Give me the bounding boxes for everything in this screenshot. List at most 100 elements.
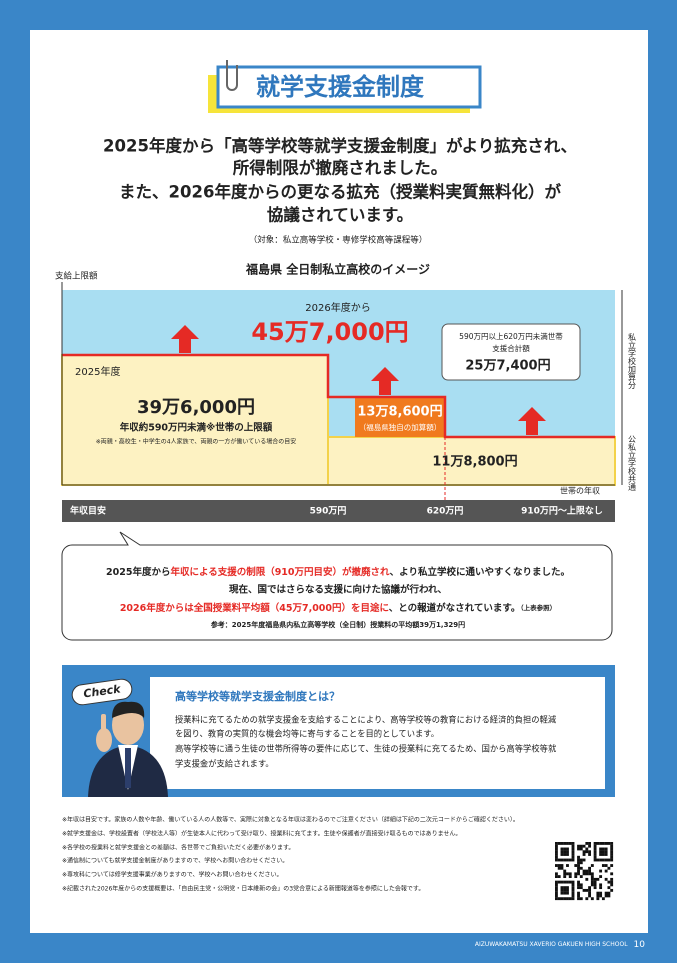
qr-cell bbox=[588, 872, 592, 876]
clip-icon bbox=[226, 60, 238, 91]
qr-cell bbox=[593, 853, 597, 856]
qr-cell bbox=[599, 894, 603, 898]
qr-cell bbox=[610, 877, 614, 881]
qr-cell bbox=[563, 858, 567, 862]
income-label: 910万円～上限なし bbox=[521, 505, 603, 517]
qr-cell bbox=[566, 872, 569, 876]
qr-cell bbox=[585, 872, 589, 876]
qr-cell bbox=[577, 897, 580, 901]
qr-cell bbox=[566, 891, 569, 895]
qr-cell bbox=[571, 847, 575, 851]
qr-cell bbox=[593, 886, 597, 890]
qr-cell bbox=[579, 875, 583, 879]
qr-cell bbox=[563, 850, 567, 854]
qr-cell bbox=[563, 875, 567, 879]
qr-cell bbox=[604, 891, 608, 895]
callout-reference: 参考：2025年度福島県内私立高等学校（全日制）授業料の平均額39万1,329円 bbox=[211, 620, 465, 629]
qr-cell bbox=[601, 850, 605, 854]
area-2025 bbox=[61, 354, 329, 486]
qr-cell bbox=[555, 864, 558, 867]
footnote: ※記載された2026年度からの支援概要は、「自由民主党・公明党・日本維新の会」の… bbox=[62, 885, 424, 893]
intro-line: 所得制限が撤廃されました。 bbox=[233, 158, 448, 178]
qr-cell bbox=[579, 858, 583, 862]
qr-cell bbox=[571, 880, 575, 884]
qr-cell bbox=[588, 886, 592, 890]
callout-line: 2026年度からは全国授業料平均額（45万7,000円）を目途に、との報道がなさ… bbox=[120, 602, 556, 614]
qr-cell bbox=[596, 891, 600, 895]
qr-cell bbox=[599, 858, 603, 862]
qr-cell bbox=[599, 850, 603, 854]
qr-cell bbox=[571, 842, 575, 845]
check-line: 学支援金が支給されます。 bbox=[175, 759, 274, 769]
check-line: 高等学校等に通う生徒の世帯所得等の要件に応じて、生徒の授業料に充てるため、国から… bbox=[175, 744, 557, 754]
qr-cell bbox=[604, 858, 608, 862]
income-bar bbox=[62, 500, 615, 522]
qr-cell bbox=[601, 864, 605, 867]
area-pref bbox=[355, 397, 445, 437]
qr-cell bbox=[579, 844, 583, 848]
qr-cell bbox=[579, 897, 583, 901]
qr-cell bbox=[585, 877, 589, 881]
arrow bbox=[371, 367, 399, 395]
text: 、との報道がなされています。 bbox=[389, 602, 521, 614]
footnote: ※年収は目安です。家族の人数や年齢、働いている人の人数等で、実際に対象となる年収… bbox=[62, 816, 519, 824]
qr-cell bbox=[577, 858, 580, 862]
qr-cell bbox=[560, 897, 564, 901]
qr-cell bbox=[610, 855, 614, 859]
intro-line: 2025年度から「高等学校等就学支援金制度」がより拡充され、 bbox=[103, 136, 577, 156]
qr-cell bbox=[596, 858, 600, 862]
income-label: 620万円 bbox=[427, 506, 464, 517]
qr-cell bbox=[607, 891, 611, 895]
qr-cell bbox=[577, 855, 580, 859]
qr-cell bbox=[604, 850, 608, 854]
qr-cell bbox=[604, 842, 608, 845]
qr-cell bbox=[555, 888, 558, 892]
band-label: 支援合計額 bbox=[492, 343, 530, 353]
qr-cell bbox=[579, 847, 583, 851]
qr-cell bbox=[568, 875, 572, 879]
qr-cell bbox=[601, 897, 605, 901]
qr-cell bbox=[604, 869, 608, 873]
highlight: 2026年度からは全国授業料平均額（45万7,000円）を目途に bbox=[120, 602, 389, 614]
qr-cell bbox=[571, 858, 575, 862]
qr-cell bbox=[582, 853, 586, 856]
qr-cell bbox=[555, 858, 558, 862]
qr-cell bbox=[607, 866, 611, 870]
qr-cell bbox=[599, 853, 603, 856]
qr-cell bbox=[582, 869, 586, 873]
amount-2026: 45万7,000円 bbox=[251, 318, 408, 346]
qr-cell bbox=[604, 864, 608, 867]
step-line bbox=[62, 353, 615, 439]
qr-cell bbox=[590, 864, 594, 867]
qr-cell bbox=[577, 880, 580, 884]
qr-cell bbox=[577, 861, 580, 865]
qr-cell bbox=[610, 880, 614, 884]
qr-cell bbox=[555, 886, 558, 890]
footer-school: AIZUWAKAMATSU XAVERIO GAKUEN HIGH SCHOOL bbox=[475, 941, 628, 948]
qr-cell bbox=[607, 894, 611, 898]
arrow bbox=[518, 407, 546, 435]
qr-cell bbox=[574, 875, 578, 879]
qr-cell bbox=[610, 844, 614, 848]
qr-cell bbox=[588, 853, 592, 856]
income-label: 590万円 bbox=[310, 506, 347, 517]
qr-cell bbox=[610, 853, 614, 856]
qr-cell bbox=[571, 853, 575, 856]
qr-cell bbox=[599, 875, 603, 879]
qr-code bbox=[555, 842, 614, 901]
qr-cell bbox=[585, 897, 589, 901]
qr-cell bbox=[577, 847, 580, 851]
qr-cell bbox=[566, 847, 569, 851]
qr-cell bbox=[555, 853, 558, 856]
check-badge-text: Check bbox=[83, 682, 122, 700]
qr-cell bbox=[557, 858, 561, 862]
qr-cell bbox=[560, 864, 564, 867]
qr-cell bbox=[571, 894, 575, 898]
band-label: 590万円以上620万円未満世帯 bbox=[459, 331, 563, 341]
callout-box bbox=[61, 531, 613, 641]
callout-line: 2025年度から年収による支援の制限（910万円目安）が撤廃され、より私立学校に… bbox=[106, 566, 570, 578]
qr-cell bbox=[610, 847, 614, 851]
qr-cell bbox=[568, 842, 572, 845]
